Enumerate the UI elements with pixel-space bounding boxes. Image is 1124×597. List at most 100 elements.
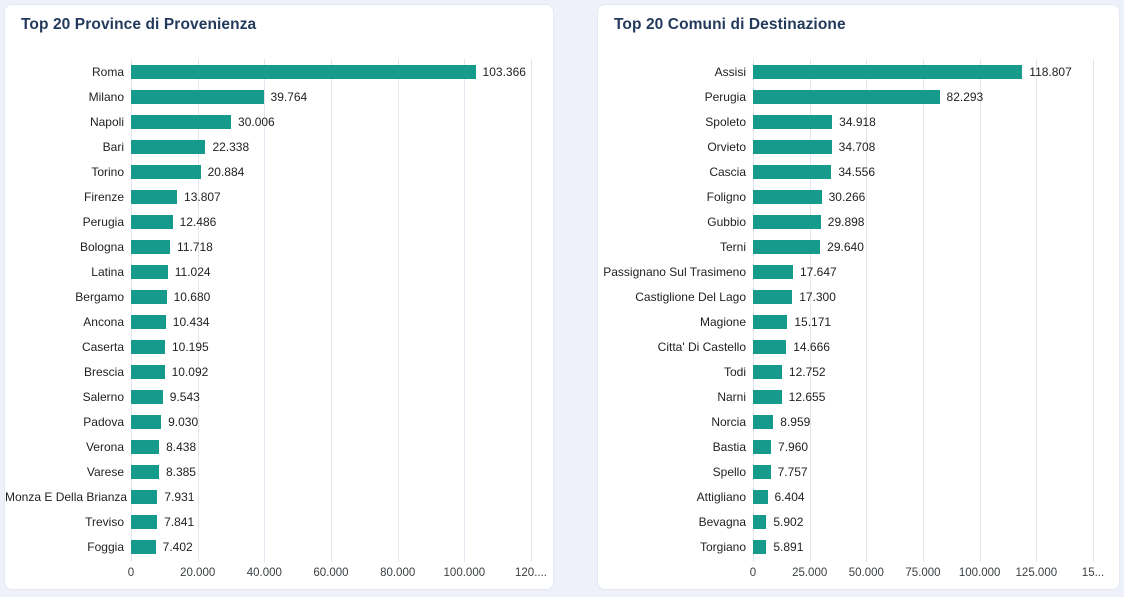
bar-track: 20.884 [131,164,531,179]
province-chart-title: Top 20 Province di Provenienza [21,16,257,33]
bar[interactable] [131,414,162,429]
bar[interactable] [131,514,158,529]
category-label: Perugia [82,214,124,229]
category-label: Bergamo [75,289,124,304]
category-label: Passignano Sul Trasimeno [603,264,746,279]
bar[interactable] [131,389,163,404]
bar[interactable] [131,339,165,354]
bar[interactable] [131,314,166,329]
bar-row: Foligno 30.266 [598,184,1119,209]
value-label: 29.640 [827,239,864,254]
value-label: 8.385 [165,464,196,479]
category-label: Gubbio [707,214,746,229]
value-label: 17.300 [799,289,836,304]
bar[interactable] [131,264,168,279]
bar[interactable] [131,89,264,104]
bar[interactable] [753,89,940,104]
bar[interactable] [753,539,767,554]
comuni-grid-layer [753,59,1094,562]
bar[interactable] [131,239,171,254]
bar[interactable] [131,164,201,179]
province-bar-chart: Roma 103.366 Milano 39.764 Napoli 30.006 Bari 2… [5,5,553,589]
x-tick-label: 20.000 [180,567,216,579]
bar-track: 5.902 [753,514,1093,529]
bar-track: 17.647 [753,264,1093,279]
bar[interactable] [131,214,173,229]
gridline [264,59,266,562]
x-tick-label: 60.000 [313,567,349,579]
bar[interactable] [753,514,767,529]
bar-track: 9.030 [131,414,531,429]
bar[interactable] [131,64,476,79]
value-label: 82.293 [946,89,984,104]
bar-track: 34.556 [753,164,1093,179]
category-label: Norcia [711,414,746,429]
bar[interactable] [753,314,788,329]
bar[interactable] [131,489,158,504]
bar-row: Foggia 7.402 [5,534,553,559]
bar[interactable] [131,114,232,129]
value-label: 11.718 [177,239,213,254]
bar-track: 12.486 [131,214,531,229]
bar[interactable] [753,239,821,254]
category-label: Bastia [712,439,746,454]
bar[interactable] [131,439,160,454]
bar-track: 12.655 [753,389,1093,404]
bar[interactable] [753,389,782,404]
bar[interactable] [753,439,772,454]
category-label: Citta' Di Castello [657,339,746,354]
category-label: Assisi [714,64,746,79]
category-label: Ancona [83,314,124,329]
gridline [464,59,466,562]
bar[interactable] [753,264,793,279]
category-label: Bevagna [698,514,746,529]
bar[interactable] [753,414,774,429]
bar-track: 6.404 [753,489,1093,504]
bar[interactable] [131,139,206,154]
bar[interactable] [131,364,165,379]
bar-row: Attigliano 6.404 [598,484,1119,509]
bar[interactable] [753,114,833,129]
bar[interactable] [753,339,787,354]
bar[interactable] [131,539,156,554]
bar[interactable] [753,139,832,154]
gridline [331,59,332,562]
bar-row: Passignano Sul Trasimeno 17.647 [598,259,1119,284]
bar[interactable] [753,289,793,304]
x-tick-label: 80.000 [380,567,416,579]
bar-row: Castiglione Del Lago 17.300 [598,284,1119,309]
bar-row: Bastia 7.960 [598,434,1119,459]
x-tick-label: 15... [1081,567,1105,579]
bar-row: Perugia 82.293 [598,84,1119,109]
bar[interactable] [753,364,782,379]
bar-row: Bevagna 5.902 [598,509,1119,534]
bar[interactable] [131,189,178,204]
bar-track: 7.402 [131,539,531,554]
bar[interactable] [753,214,821,229]
category-label: Brescia [83,364,124,379]
bar[interactable] [753,489,768,504]
category-label: Latina [91,264,124,279]
bar-track: 34.918 [753,114,1093,129]
category-label: Magione [699,314,746,329]
value-label: 7.402 [162,539,193,554]
bar-track: 7.757 [753,464,1093,479]
category-label: Verona [85,439,124,454]
bar[interactable] [753,464,771,479]
bar[interactable] [753,64,1023,79]
value-label: 12.655 [788,389,826,404]
x-tick-label: 25.000 [792,567,828,579]
gridline [753,59,754,562]
bar-row: Ancona 10.434 [5,309,553,334]
comuni-chart-card: Top 20 Comuni di Destinazione Assisi 118.… [597,4,1120,590]
category-label: Spello [712,464,746,479]
bar[interactable] [753,189,822,204]
bar-track: 30.266 [753,189,1093,204]
category-label: Bologna [79,239,124,254]
bar-track: 103.366 [131,64,531,79]
bar[interactable] [131,289,167,304]
bar[interactable] [131,464,159,479]
x-tick-label: 100.000 [958,567,1001,579]
value-label: 17.647 [799,264,837,279]
bar[interactable] [753,164,832,179]
